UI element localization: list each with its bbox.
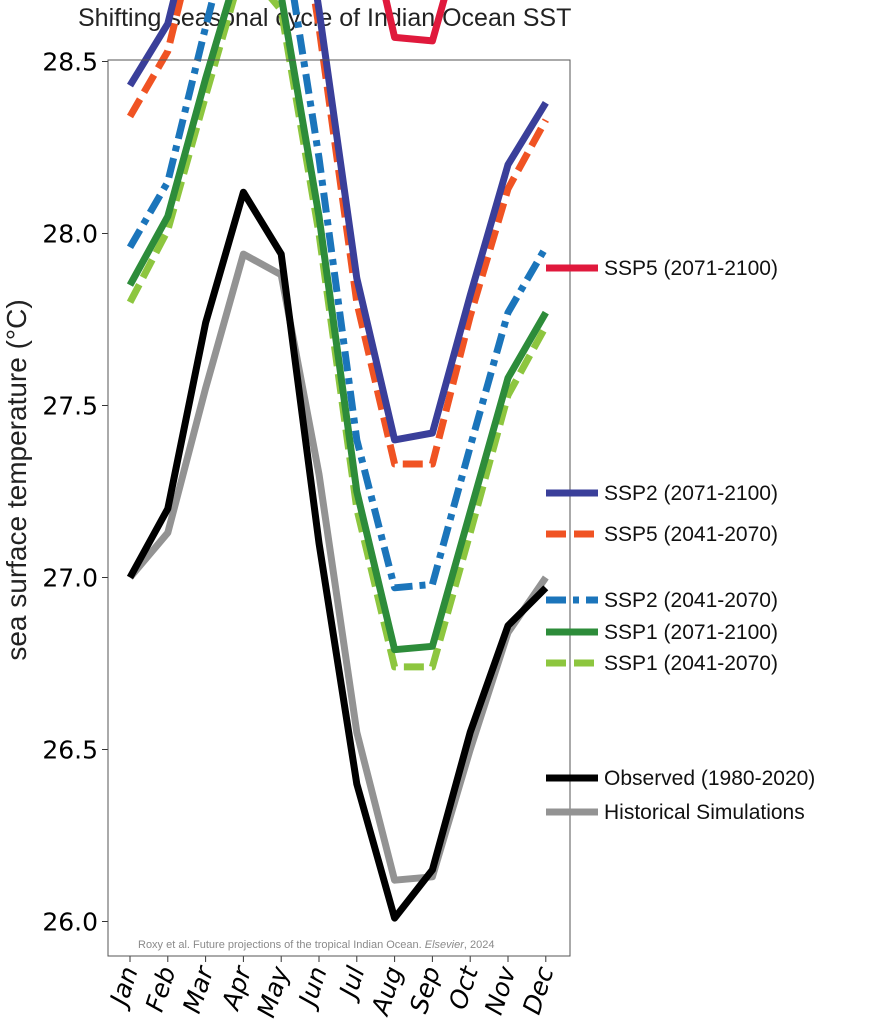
- source-annotation: Roxy et al. Future projections of the tr…: [138, 939, 494, 951]
- series-line-7: [127, 250, 549, 884]
- legend-label-0: SSP5 (2071-2100): [604, 257, 778, 280]
- source-annotation-main: Roxy et al. Future projections of the tr…: [138, 939, 425, 951]
- legend-label-4: SSP1 (2071-2100): [604, 621, 778, 644]
- y-axis-ticks: 26.026.527.027.528.028.529.029.530.030.5…: [42, 48, 108, 937]
- y-tick-label: 27.5: [42, 392, 98, 421]
- legend-label-2: SSP5 (2041-2070): [604, 523, 778, 546]
- legend-label-6: Observed (1980-2020): [604, 767, 815, 790]
- legend: SSP5 (2071-2100) SSP2 (2071-2100) SSP5 (20…: [546, 257, 815, 824]
- source-annotation-year: , 2024: [464, 939, 495, 951]
- x-tick-label: Oct: [443, 962, 484, 1013]
- series-line-5: [126, 0, 549, 671]
- x-tick-label: Mar: [177, 961, 220, 1016]
- y-tick-label: 26.0: [42, 908, 98, 937]
- y-tick-label: 27.0: [42, 564, 98, 593]
- legend-label-7: Historical Simulations: [604, 801, 805, 824]
- x-tick-label: Jul: [332, 963, 370, 1005]
- x-tick-label: Jun: [292, 963, 333, 1014]
- series-line-4: [126, 0, 549, 654]
- plot-frame: [107, 59, 571, 957]
- x-tick-label: Sep: [404, 963, 446, 1017]
- series-lines: [126, 0, 549, 922]
- y-axis-label: sea surface temperature (°C): [1, 299, 32, 660]
- x-tick-label: Nov: [479, 962, 522, 1019]
- legend-label-5: SSP1 (2041-2070): [604, 652, 778, 675]
- x-tick-label: Aug: [365, 963, 408, 1020]
- series-line-6: [126, 188, 549, 922]
- x-tick-label: Feb: [140, 963, 182, 1015]
- y-tick-label: 26.5: [42, 736, 98, 765]
- legend-label-3: SSP2 (2041-2070): [604, 589, 778, 612]
- x-tick-label: Apr: [216, 961, 258, 1015]
- series-line-1: [127, 0, 549, 444]
- series-line-2: [126, 0, 549, 468]
- y-tick-label: 28.5: [42, 48, 98, 77]
- x-tick-label: May: [251, 962, 295, 1021]
- legend-label-1: SSP2 (2071-2100): [604, 482, 778, 505]
- x-tick-label: Jan: [103, 963, 144, 1013]
- y-tick-label: 28.0: [42, 220, 98, 249]
- source-annotation-publisher: Elsevier: [425, 939, 465, 951]
- series-line-3: [126, 0, 549, 592]
- x-tick-label: Dec: [517, 963, 560, 1018]
